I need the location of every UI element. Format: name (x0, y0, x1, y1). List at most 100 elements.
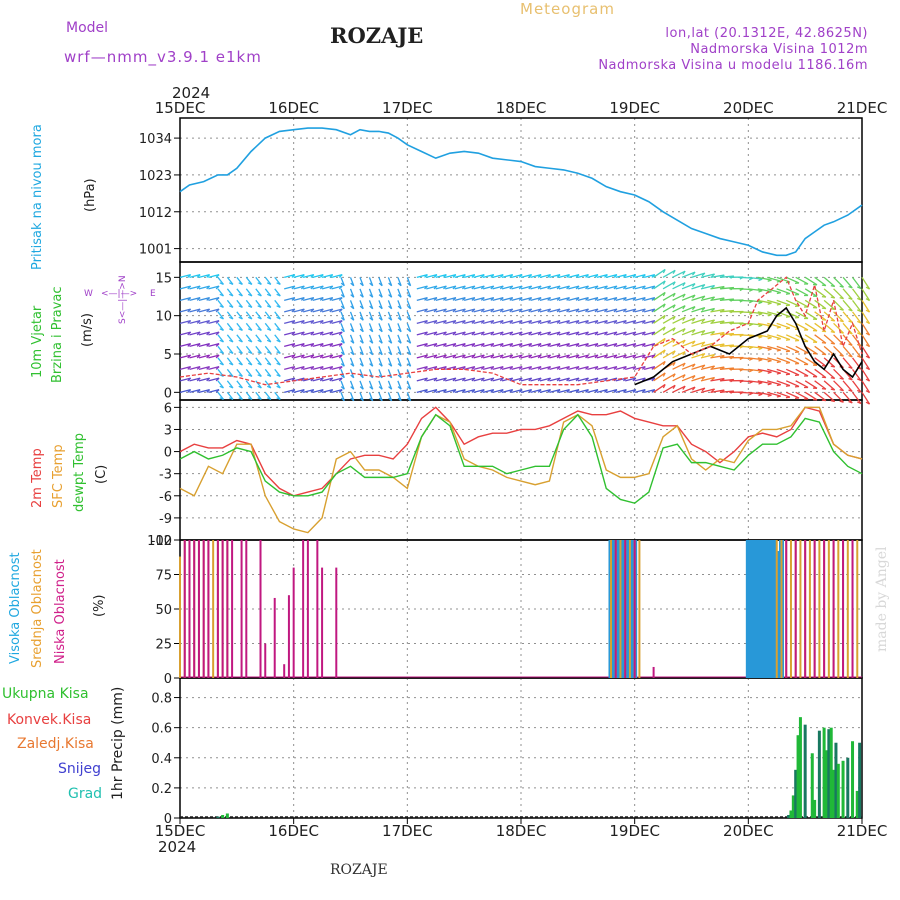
wind-arrow (710, 308, 725, 313)
wind-arrowhead (785, 304, 791, 307)
wind-arrow (625, 273, 637, 278)
wind-arrow (179, 388, 191, 393)
wind-arrowhead (821, 353, 826, 356)
wind-arrow (255, 380, 262, 389)
wind-arrow (625, 342, 637, 347)
wind-arrow (842, 299, 853, 312)
precip-bar (798, 717, 802, 818)
wind-arrow (454, 285, 466, 290)
wind-arrow (245, 288, 253, 297)
wind-arrow (596, 285, 608, 290)
wind-arrowhead (711, 296, 716, 301)
wind-arrow (179, 354, 191, 359)
wind-arrowhead (340, 363, 345, 367)
wind-arrow (577, 273, 589, 278)
precip-bar (834, 742, 838, 818)
wind-arrowhead (641, 320, 646, 324)
precip-ytick-label: 0.6 (151, 722, 172, 737)
year-label-top: 2024 (172, 84, 211, 102)
wind-arrow (606, 285, 618, 290)
wind-arrowhead (471, 366, 476, 370)
wind-arrowhead (499, 331, 504, 336)
wind-arrow (473, 319, 485, 324)
wind-arrow (748, 345, 763, 349)
wind-arrow (378, 311, 383, 321)
wind-arrowhead (350, 351, 355, 356)
wind-arrow (454, 308, 466, 313)
wind-arrowhead (641, 308, 646, 313)
wind-arrowhead (397, 351, 402, 356)
wind-arrow (245, 345, 253, 354)
cloud-bar-1 (837, 540, 840, 678)
wind-arrowhead (369, 351, 374, 356)
wind-arrow (615, 354, 627, 359)
wind-arrowhead (291, 331, 296, 336)
wind-arrowhead (604, 320, 608, 324)
wind-arrowhead (651, 377, 656, 382)
wind-arrow (662, 373, 676, 382)
cloud-bar-2 (316, 540, 319, 678)
wind-arrow (331, 354, 343, 359)
wind-arrowhead (471, 274, 476, 278)
wind-arrow (757, 299, 772, 304)
wind-arrowhead (528, 343, 533, 347)
cloud-bar-2 (221, 540, 224, 678)
wind-arrow (208, 377, 220, 382)
wind-arrow (568, 319, 580, 324)
wind-arrow (293, 273, 305, 278)
cloud-bar-1 (846, 540, 849, 678)
wind-arrow (520, 354, 532, 359)
wind-arrow (359, 277, 364, 286)
wind-arrow (852, 334, 862, 347)
wind-arrowhead (865, 390, 870, 394)
wind-arrow (852, 357, 862, 370)
wind-arrow (587, 377, 599, 382)
wind-arrow (748, 357, 763, 361)
wind-arrowhead (575, 354, 580, 359)
wind-arrowhead (641, 274, 646, 278)
wind-arrowhead (499, 354, 504, 359)
precip-bar (832, 769, 836, 818)
wind-arrowhead (229, 385, 234, 389)
wind-arrowhead (547, 331, 552, 336)
wind-arrowhead (556, 297, 561, 301)
wind-arrow (606, 319, 618, 324)
wind-arrow (245, 357, 253, 366)
wind-arrow (284, 342, 296, 347)
wind-arrowhead (623, 331, 627, 336)
wind-arrowhead (682, 305, 686, 310)
wind-arrow (852, 276, 862, 289)
wind-arrowhead (238, 305, 243, 308)
wind-arrow (264, 368, 272, 377)
wind-arrowhead (247, 397, 253, 400)
location-lonlat: lon,lat (20.1312E, 42.8625N) (665, 26, 868, 41)
wind-arrow (208, 342, 220, 347)
wind-arrow (208, 354, 220, 359)
wind-ytick-label: 15 (155, 271, 172, 286)
model-elevation: Nadmorska Visina u modelu 1186.16m (598, 58, 868, 73)
wind-arrow (397, 334, 402, 344)
wind-arrowhead (266, 397, 272, 400)
wind-arrow (568, 273, 580, 278)
wind-arrowhead (300, 377, 305, 382)
wind-arrowhead (247, 316, 253, 320)
wind-arrowhead (490, 297, 495, 301)
wind-arrow (596, 308, 608, 313)
wind-arrow (710, 285, 725, 290)
wind-arrowhead (388, 340, 393, 344)
pressure-line (179, 127, 863, 257)
wind-arrowhead (682, 282, 686, 287)
wind-arrow (208, 388, 220, 393)
wind-arrowhead (452, 389, 457, 393)
wind-arrowhead (547, 320, 552, 324)
wind-arrowhead (319, 320, 324, 324)
wind-arrowhead (461, 377, 466, 382)
wind-arrow (785, 276, 800, 284)
wind-arrow (634, 308, 646, 313)
wind-arrow (653, 383, 666, 393)
wind-arrowhead (575, 274, 580, 278)
wind-arrowhead (229, 339, 234, 343)
wind-arrowhead (566, 320, 570, 324)
wind-arrow (530, 377, 542, 382)
cloud-bar-2 (652, 666, 655, 678)
